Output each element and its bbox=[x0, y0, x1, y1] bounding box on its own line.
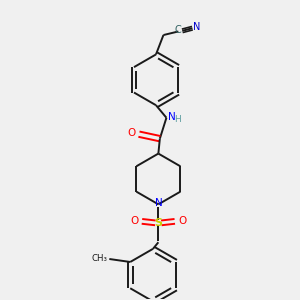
Text: N: N bbox=[168, 112, 176, 122]
Text: O: O bbox=[127, 128, 135, 138]
Text: C: C bbox=[174, 25, 181, 35]
Text: H: H bbox=[174, 115, 181, 124]
Text: O: O bbox=[130, 216, 138, 226]
Text: N: N bbox=[193, 22, 200, 32]
Text: N: N bbox=[155, 199, 163, 208]
Text: O: O bbox=[178, 216, 187, 226]
Text: CH₃: CH₃ bbox=[92, 254, 108, 262]
Text: S: S bbox=[154, 218, 162, 228]
